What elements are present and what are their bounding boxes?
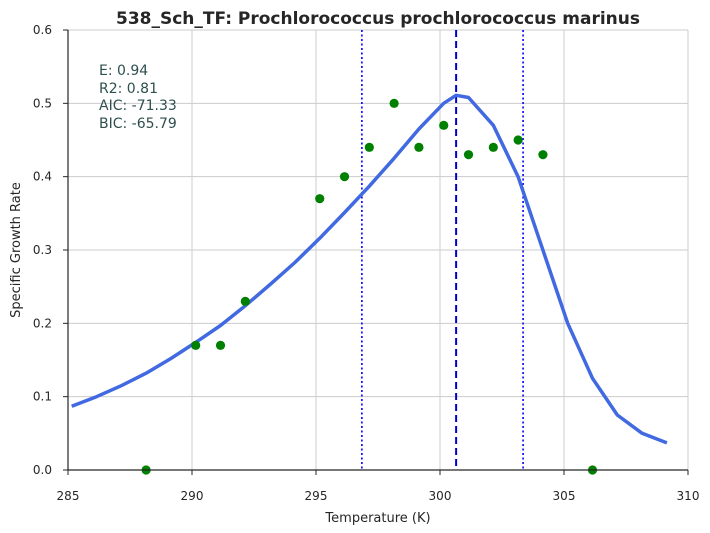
data-point [414, 142, 424, 152]
data-point [463, 150, 474, 160]
data-point [488, 142, 498, 152]
x-tick-label: 305 [553, 489, 576, 503]
y-tick-label: 0.2 [33, 316, 52, 330]
y-axis-label: Specific Growth Rate [9, 182, 24, 318]
stat-bic: BIC: -65.79 [99, 116, 177, 132]
data-point [240, 296, 250, 306]
x-axis-label: Temperature (K) [324, 511, 430, 526]
fit-curve-layer [71, 93, 668, 445]
data-point [364, 142, 374, 152]
stat-aic: AIC: -71.33 [99, 98, 177, 114]
data-point [215, 340, 226, 350]
fit-curve [71, 93, 668, 445]
chart-title: 538_Sch_TF: Prochlorococcus prochlorococ… [116, 9, 640, 29]
stat-r2: R2: 0.81 [99, 81, 158, 97]
data-point [538, 150, 548, 160]
x-tick-label: 285 [57, 489, 80, 503]
data-point [439, 120, 449, 130]
y-tick-label: 0.1 [33, 390, 52, 404]
y-tick-label: 0.5 [33, 96, 52, 110]
data-point [339, 172, 350, 182]
y-tick-label: 0.3 [33, 243, 52, 257]
y-tick-label: 0.4 [33, 170, 52, 184]
x-tick-label: 295 [305, 489, 328, 503]
stat-e: E: 0.94 [99, 63, 148, 79]
x-tick-label: 290 [181, 489, 204, 503]
x-tick-label: 310 [677, 489, 700, 503]
data-point [315, 194, 325, 204]
x-axis-ticks: 285 290 295 300 305 310 [57, 470, 700, 503]
y-tick-label: 0.0 [33, 463, 52, 477]
x-tick-label: 300 [429, 489, 452, 503]
y-axis-ticks: 0.0 0.1 0.2 0.3 0.4 0.5 0.6 [33, 23, 68, 477]
data-point [389, 98, 399, 108]
y-tick-label: 0.6 [33, 23, 52, 37]
data-point [191, 340, 201, 350]
fit-statistics: E: 0.94 R2: 0.81 AIC: -71.33 BIC: -65.79 [99, 63, 177, 132]
data-point [513, 135, 523, 145]
reference-lines [361, 30, 524, 470]
